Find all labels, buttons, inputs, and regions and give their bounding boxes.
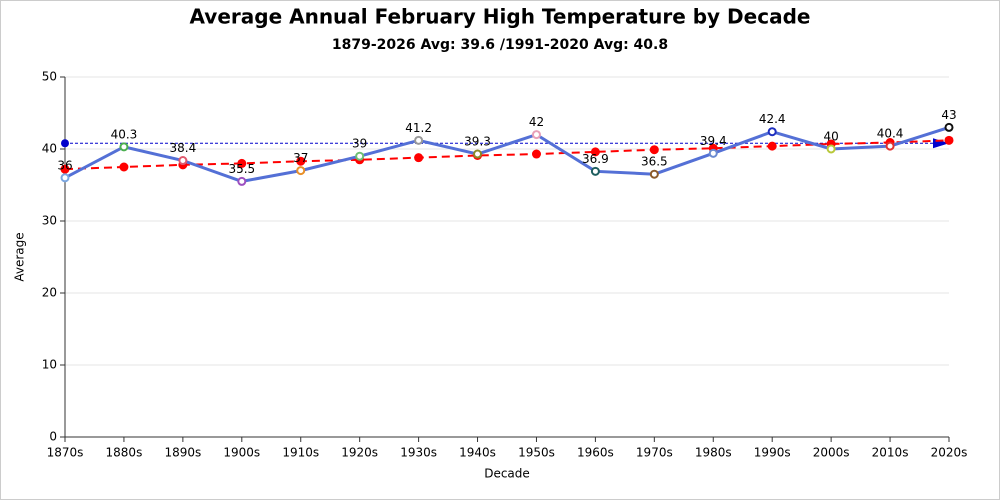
data-label: 36.9 [582, 152, 609, 166]
point [649, 169, 659, 179]
x-tick-label: 1960s [577, 446, 614, 460]
point [414, 153, 424, 163]
point [473, 149, 483, 159]
data-label: 40.3 [111, 127, 138, 141]
point [60, 164, 70, 174]
point [296, 156, 306, 166]
x-tick-label: 1910s [282, 446, 319, 460]
reference-start [61, 139, 69, 148]
y-tick-label: 20 [42, 286, 57, 300]
point [60, 173, 70, 183]
chart-title: Average Annual February High Temperature… [190, 5, 811, 29]
point [649, 145, 659, 155]
point [414, 135, 424, 145]
series-line [64, 125, 950, 183]
data-label: 39.3 [464, 135, 491, 149]
point [237, 176, 247, 186]
point [944, 122, 954, 132]
x-tick-label: 1920s [341, 446, 378, 460]
x-axis-label: Decade [484, 467, 530, 481]
data-label: 42 [529, 115, 544, 129]
y-tick-label: 50 [42, 70, 57, 84]
data-label: 43 [941, 108, 956, 122]
point [944, 135, 954, 145]
data-label: 42.4 [759, 112, 786, 126]
chart-subtitle: 1879-2026 Avg: 39.6 /1991-2020 Avg: 40.8 [332, 37, 668, 53]
point [767, 141, 777, 151]
x-tick-label: 1930s [400, 446, 437, 460]
data-label: 37 [293, 151, 308, 165]
y-axis-label: Average [13, 232, 27, 281]
x-tick-label: 2000s [813, 446, 850, 460]
point [767, 127, 777, 137]
y-tick-label: 30 [42, 214, 57, 228]
data-label: 38.4 [170, 141, 197, 155]
data-label: 40 [823, 130, 838, 144]
point [237, 158, 247, 168]
point [590, 166, 600, 176]
x-tick-label: 1980s [695, 446, 732, 460]
series-line [64, 139, 950, 171]
x-tick-label: 1970s [636, 446, 673, 460]
data-label: 39.4 [700, 134, 727, 148]
point [119, 142, 129, 152]
data-label: 41.2 [405, 121, 432, 135]
x-tick-label: 2010s [872, 446, 909, 460]
point [531, 149, 541, 159]
data-label: 36 [57, 158, 72, 172]
point [826, 144, 836, 154]
data-label: 40.4 [877, 127, 904, 141]
data-label: 35.5 [228, 162, 255, 176]
y-tick-label: 0 [49, 430, 57, 444]
point [531, 130, 541, 140]
point [355, 151, 365, 161]
x-tick-label: 1990s [754, 446, 791, 460]
x-tick-label: 1900s [223, 446, 260, 460]
x-tick-label: 1890s [164, 446, 201, 460]
x-tick-label: 1870s [47, 446, 84, 460]
x-tick-label: 2020s [931, 446, 968, 460]
x-tick-label: 1880s [106, 446, 143, 460]
point [885, 141, 895, 151]
data-label: 39 [352, 137, 367, 151]
x-tick-label: 1950s [518, 446, 555, 460]
point [178, 156, 188, 166]
point [590, 147, 600, 157]
point [119, 162, 129, 172]
point [296, 166, 306, 176]
data-label: 36.5 [641, 155, 668, 169]
y-tick-label: 40 [42, 142, 57, 156]
x-tick-label: 1940s [459, 446, 496, 460]
point [708, 148, 718, 158]
y-tick-label: 10 [42, 358, 57, 372]
